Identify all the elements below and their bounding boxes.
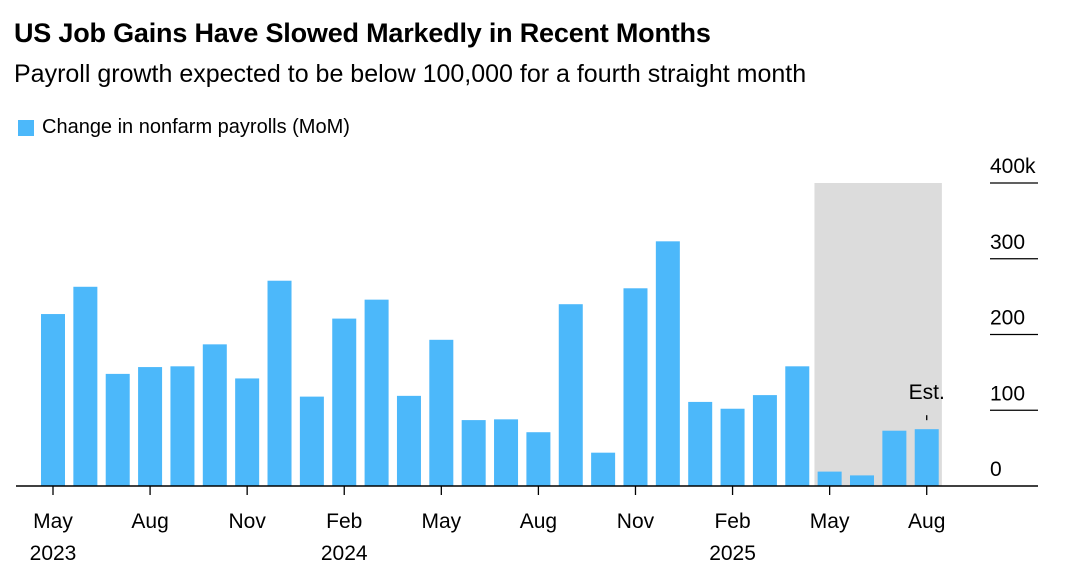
x-tick-label: May — [810, 510, 850, 533]
bar — [429, 339, 454, 486]
bar — [461, 420, 486, 486]
bar — [785, 366, 810, 486]
y-tick-label: 400k — [990, 155, 1036, 178]
bar — [267, 280, 292, 486]
bar — [494, 419, 519, 486]
bar — [202, 344, 227, 486]
bar — [752, 395, 777, 486]
bar — [688, 401, 713, 486]
x-tick-label: Nov — [617, 510, 655, 533]
bar — [882, 430, 907, 486]
x-tick-label: Aug — [520, 510, 557, 533]
bar — [41, 314, 65, 486]
y-tick-label: 200 — [990, 307, 1025, 330]
x-tick-label: Nov — [228, 510, 266, 533]
bar — [817, 471, 842, 486]
x-tick-year-label: 2025 — [709, 542, 756, 565]
y-tick-label: 300 — [990, 231, 1025, 254]
bar — [623, 288, 648, 486]
x-tick-label: Feb — [326, 510, 362, 533]
y-tick-label: 100 — [990, 382, 1025, 405]
bar — [170, 366, 195, 486]
bar — [105, 373, 130, 486]
bar — [526, 432, 551, 486]
x-tick-label: May — [421, 510, 461, 533]
bar — [73, 286, 98, 486]
bar — [299, 396, 324, 486]
annotation-label: Est. — [909, 381, 945, 404]
chart-title: US Job Gains Have Slowed Markedly in Rec… — [14, 18, 711, 48]
x-tick-year-label: 2024 — [321, 542, 368, 565]
bar — [332, 318, 357, 486]
x-tick-year-label: 2023 — [30, 542, 77, 565]
bar — [396, 395, 421, 486]
bar — [720, 408, 745, 486]
x-tick-label: Aug — [131, 510, 168, 533]
x-tick-label: May — [33, 510, 73, 533]
legend-swatch — [18, 119, 34, 136]
bar — [850, 475, 874, 486]
chart-subtitle: Payroll growth expected to be below 100,… — [14, 60, 807, 88]
legend-label: Change in nonfarm payrolls (MoM) — [42, 116, 350, 138]
bar — [235, 378, 260, 486]
bar — [591, 452, 616, 486]
bar — [914, 429, 939, 486]
y-tick-label: 0 — [990, 458, 1002, 481]
legend: Change in nonfarm payrolls (MoM) — [18, 116, 350, 139]
bar — [655, 241, 680, 486]
bar — [558, 304, 583, 486]
bar — [364, 299, 389, 486]
x-tick-label: Feb — [714, 510, 750, 533]
bar — [138, 367, 163, 486]
x-tick-label: Aug — [908, 510, 945, 533]
